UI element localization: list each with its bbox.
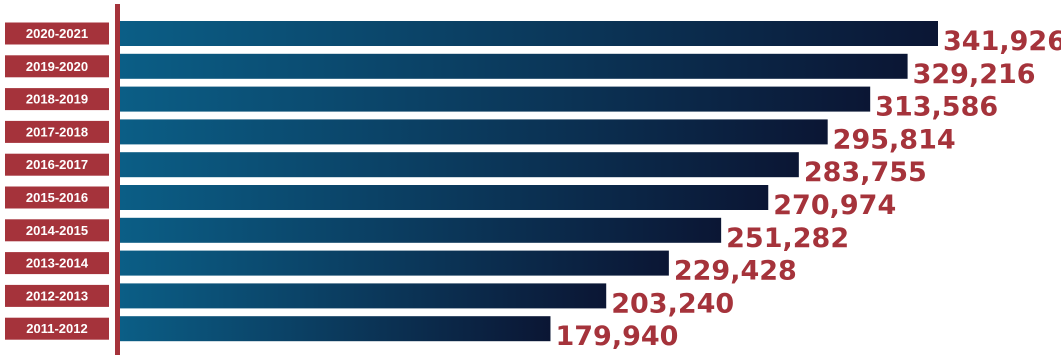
- value-label: 203,240: [611, 288, 734, 319]
- bar-2015-2016: [120, 185, 769, 210]
- category-label: 2014-2015: [26, 223, 88, 238]
- bar-2013-2014: [120, 250, 669, 276]
- bar-2020-2021: [120, 21, 938, 46]
- category-label: 2016-2017: [26, 157, 88, 172]
- category-label-box: [5, 120, 109, 143]
- value-label: 251,282: [726, 223, 849, 254]
- value-label: 329,216: [913, 59, 1036, 90]
- bars-layer: [120, 21, 938, 342]
- bar-2017-2018: [120, 119, 828, 145]
- bar-2012-2013: [120, 283, 607, 309]
- bar-2011-2012: [120, 316, 551, 342]
- category-label-box: [5, 252, 109, 275]
- category-label: 2015-2016: [26, 190, 88, 205]
- category-label: 2012-2013: [26, 288, 88, 303]
- axis-line: [115, 4, 120, 355]
- category-labels-layer: 2020-2021 2019-2020 2018-2019 2017-2018 2016…: [5, 22, 109, 340]
- category-label: 2019-2020: [26, 59, 88, 74]
- category-label: 2017-2018: [26, 124, 88, 139]
- category-label-box: [5, 317, 109, 340]
- category-label-box: [5, 153, 109, 176]
- category-label-box: [5, 22, 109, 45]
- category-label: 2020-2021: [26, 26, 88, 41]
- category-label: 2011-2012: [26, 321, 87, 336]
- bar-2018-2019: [120, 86, 871, 112]
- value-label: 295,814: [833, 124, 956, 155]
- bar-2019-2020: [120, 53, 908, 79]
- category-label-box: [5, 88, 109, 111]
- category-label-box: [5, 284, 109, 307]
- category-label-box: [5, 186, 109, 209]
- category-label-box: [5, 219, 109, 242]
- bar-2014-2015: [120, 217, 722, 243]
- category-label: 2018-2019: [26, 92, 88, 107]
- category-label: 2013-2014: [26, 256, 89, 271]
- value-label: 341,926: [943, 26, 1061, 57]
- category-label-box: [5, 55, 109, 78]
- value-label: 283,755: [804, 157, 927, 188]
- bar-2016-2017: [120, 152, 799, 178]
- value-label: 313,586: [875, 92, 998, 123]
- value-label: 270,974: [773, 190, 896, 221]
- value-labels-layer: 341,926329,216313,586295,814283,755270,9…: [555, 26, 1061, 352]
- value-label: 179,940: [555, 321, 678, 352]
- value-label: 229,428: [674, 256, 797, 287]
